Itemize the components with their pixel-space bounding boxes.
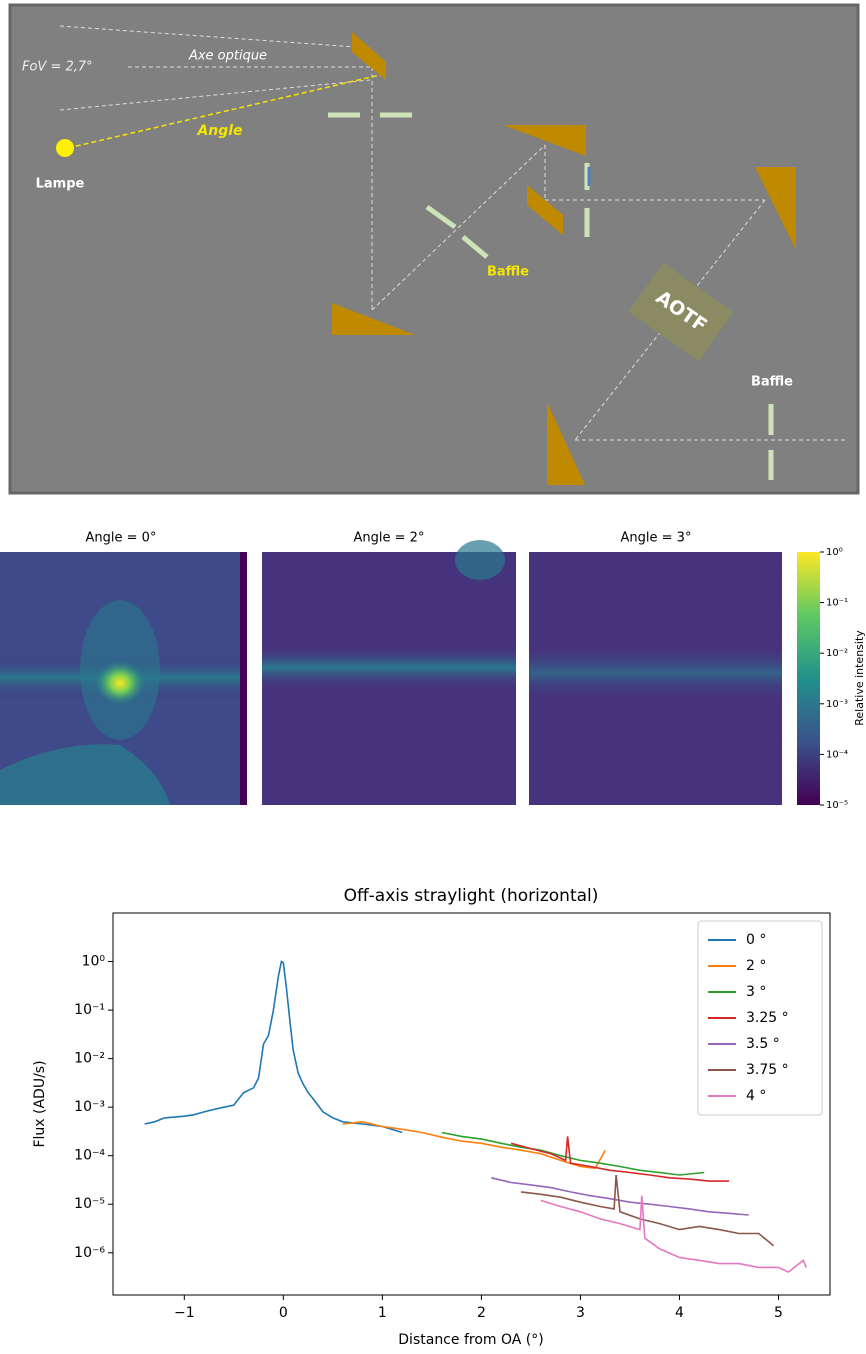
series-line (540, 1195, 807, 1274)
x-tick-label: 5 (774, 1305, 783, 1321)
legend-label: 3.25 ° (746, 1010, 789, 1026)
y-tick-label: 10⁻² (74, 1051, 105, 1067)
panel-title: Angle = 2° (354, 531, 425, 546)
series-line (491, 1177, 749, 1216)
legend-label: 3.5 ° (746, 1036, 780, 1052)
colorbar-tick-label: 10⁻⁵ (826, 800, 848, 811)
x-tick-label: −1 (174, 1305, 195, 1321)
panel (0, 552, 247, 805)
lamp-icon (56, 139, 74, 157)
x-axis-label: Distance from OA (°) (398, 1332, 543, 1348)
panel-title: Angle = 0° (86, 531, 157, 546)
heatmaps: Angle = 0° Angle = 2° Angle = 3° Relativ… (0, 531, 866, 805)
colorbar (797, 552, 820, 805)
label: Baffle (487, 265, 529, 280)
panel (262, 540, 516, 805)
y-axis-label: Flux (ADU/s) (32, 1060, 48, 1147)
legend-label: 2 ° (746, 958, 766, 974)
y-tick-label: 10⁻³ (74, 1099, 105, 1115)
label: FoV = 2,7° (22, 60, 93, 75)
colorbar-label: Relative intensity (853, 630, 866, 726)
colorbar-tick-label: 10⁻³ (826, 699, 848, 710)
baffles (328, 112, 774, 480)
panel-title: Angle = 3° (621, 531, 692, 546)
legend-label: 0 ° (746, 932, 766, 948)
diagram-bg (8, 3, 860, 495)
mirrors (332, 32, 796, 485)
x-tick-label: 3 (576, 1305, 585, 1321)
colorbar-tick-label: 10⁻¹ (826, 598, 848, 609)
diagram: FoV = 2,7° Axe optique Angle Lampe Baffl… (8, 3, 860, 495)
label: Axe optique (188, 49, 267, 64)
colorbar-tick-label: 10⁻² (826, 648, 848, 659)
legend-label: 3 ° (746, 984, 766, 1000)
y-tick-label: 10⁻⁵ (74, 1196, 105, 1212)
legend-label: 3.75 ° (746, 1062, 789, 1078)
x-tick-label: 4 (675, 1305, 684, 1321)
panel (529, 552, 782, 805)
beams (59, 25, 845, 441)
legend-label: 4 ° (746, 1088, 766, 1104)
colorbar-tick-label: 10⁻⁴ (826, 749, 848, 760)
series-line (520, 1174, 775, 1247)
x-tick-label: 0 (279, 1305, 288, 1321)
legend-box (697, 920, 823, 1116)
x-tick-label: 1 (378, 1305, 387, 1321)
y-tick-label: 10⁻⁴ (74, 1148, 105, 1164)
x-tick-label: 2 (477, 1305, 486, 1321)
y-tick-label: 10⁻¹ (74, 1002, 105, 1018)
series-line (144, 960, 403, 1134)
plot-frame (112, 912, 831, 1296)
series-line (510, 1136, 729, 1182)
aotf-box (628, 262, 734, 362)
label: Lampe (36, 177, 85, 192)
colorbar-tick-label: 10⁰ (826, 547, 843, 558)
label: Angle (196, 123, 242, 139)
y-tick-label: 10⁻⁶ (74, 1245, 105, 1261)
series-line (441, 1131, 705, 1176)
label: Baffle (751, 375, 793, 390)
y-tick-label: 10⁰ (82, 954, 106, 970)
chart-title: Off-axis straylight (horizontal) (344, 886, 599, 906)
